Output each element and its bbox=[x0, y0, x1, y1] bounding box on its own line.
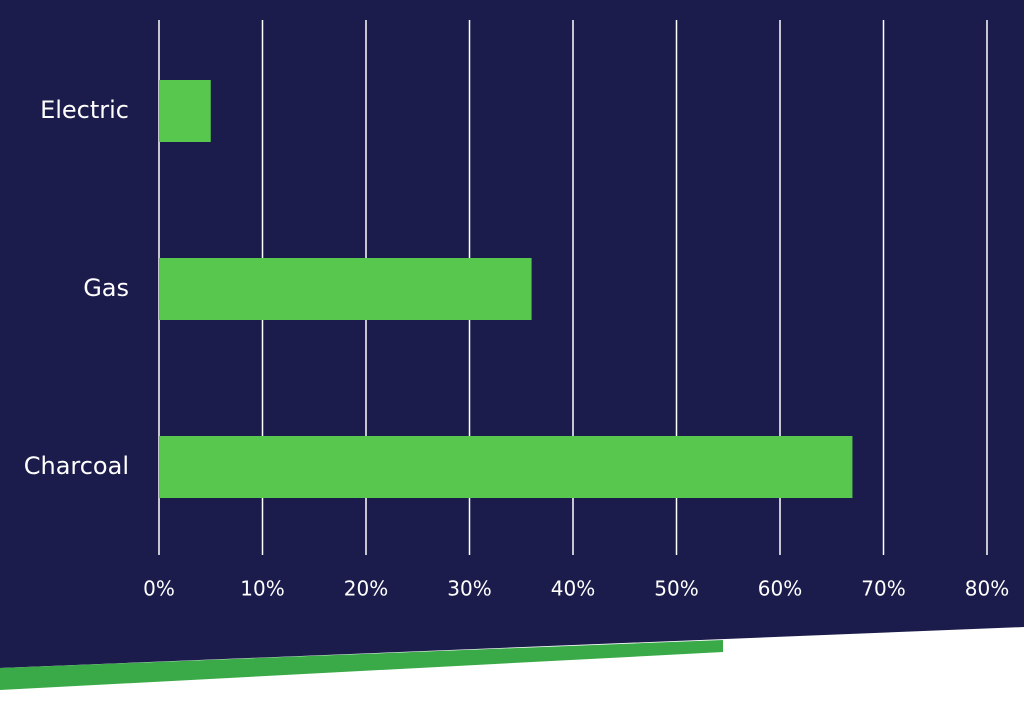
accent-stripe bbox=[0, 640, 723, 690]
x-tick-label: 30% bbox=[447, 577, 491, 601]
x-tick-label: 80% bbox=[965, 577, 1009, 601]
x-tick-label: 10% bbox=[240, 577, 284, 601]
x-tick-label: 40% bbox=[551, 577, 595, 601]
x-tick-label: 20% bbox=[344, 577, 388, 601]
bar bbox=[159, 80, 211, 142]
x-tick-label: 50% bbox=[654, 577, 698, 601]
bar bbox=[159, 258, 532, 320]
y-tick-label: Charcoal bbox=[24, 452, 129, 480]
y-tick-label: Gas bbox=[83, 274, 129, 302]
x-tick-label: 0% bbox=[143, 577, 175, 601]
bar bbox=[159, 436, 853, 498]
x-tick-label: 70% bbox=[861, 577, 905, 601]
y-tick-label: Electric bbox=[40, 96, 129, 124]
x-tick-label: 60% bbox=[758, 577, 802, 601]
background bbox=[0, 0, 1024, 668]
